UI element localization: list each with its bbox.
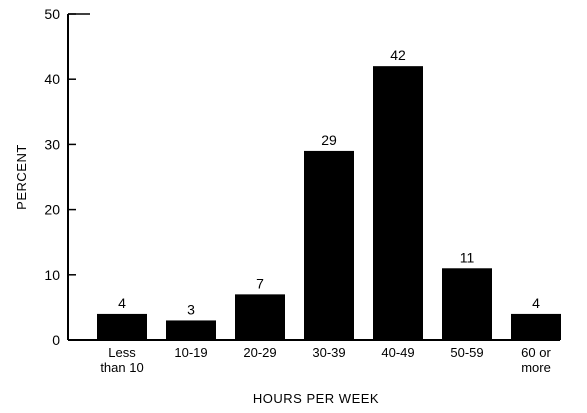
data-label: 4 — [532, 295, 540, 311]
x-tick-label: 30-39 — [312, 345, 345, 360]
y-tick-label: 50 — [44, 6, 60, 22]
bar — [304, 150, 354, 340]
category-labels: Less than 10 10-19 20-29 30-39 40-49 50-59 60 o… — [100, 345, 551, 375]
x-tick-label: 50-59 — [450, 345, 483, 360]
y-tick-label: 10 — [44, 267, 60, 283]
x-tick-label: Less than 10 — [100, 345, 143, 375]
data-label: 4 — [118, 295, 126, 311]
x-tick-label: 20-29 — [243, 345, 276, 360]
y-axis-title: PERCENT — [14, 144, 29, 210]
y-axis: 0 10 20 30 40 50 — [44, 6, 90, 348]
x-tick-label: 10-19 — [174, 345, 207, 360]
y-tick-label: 0 — [52, 332, 60, 348]
data-label: 29 — [321, 132, 337, 148]
y-tick-label: 30 — [44, 136, 60, 152]
bar — [442, 268, 492, 340]
x-tick-label: 60 or more — [521, 345, 551, 375]
y-tick-label: 20 — [44, 202, 60, 218]
bar — [235, 294, 285, 340]
x-tick-label: 40-49 — [381, 345, 414, 360]
bar — [511, 313, 561, 340]
data-label: 3 — [187, 301, 195, 317]
bar — [373, 66, 423, 340]
data-label: 7 — [256, 275, 264, 291]
bars — [97, 66, 561, 340]
bar — [166, 320, 216, 340]
data-labels: 4 3 7 29 42 11 4 — [118, 47, 540, 317]
data-label: 42 — [390, 47, 406, 63]
x-axis-title: HOURS PER WEEK — [253, 391, 379, 406]
bar — [97, 313, 147, 340]
y-tick-label: 40 — [44, 71, 60, 87]
data-label: 11 — [460, 249, 475, 265]
